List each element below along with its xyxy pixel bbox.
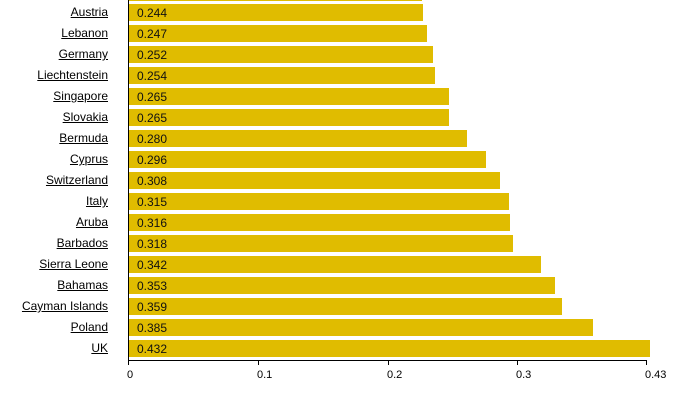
bar-value-label: 0.296 (137, 153, 168, 167)
bar: 0.280 (129, 130, 467, 147)
category-link[interactable]: Switzerland (45, 173, 108, 187)
bar: 0.432 (129, 340, 650, 357)
bar-value-label: 0.318 (137, 237, 168, 251)
category-link[interactable]: Germany (58, 47, 108, 61)
bar-value-label: 0.265 (137, 90, 168, 104)
category-link[interactable]: Cayman Islands (21, 299, 108, 313)
category-link[interactable]: Austria (70, 5, 108, 19)
bar: 0.254 (129, 67, 435, 84)
bar: 0.315 (129, 193, 509, 210)
category-link[interactable]: Sierra Leone (39, 257, 108, 271)
x-tick-label: 0 (127, 369, 134, 381)
x-tick-label: 0.43 (645, 369, 667, 381)
bar-value-label: 0.315 (137, 195, 168, 209)
bar-value-label: 0.308 (137, 174, 168, 188)
bar: 0.252 (129, 46, 433, 63)
x-tick (517, 360, 518, 365)
x-tick-label: 0.1 (257, 369, 273, 381)
bar: 0.244 (129, 4, 423, 21)
x-tick (646, 360, 647, 365)
category-link[interactable]: Poland (70, 320, 108, 334)
category-link[interactable]: Italy (85, 194, 108, 208)
bar: 0.342 (129, 256, 541, 273)
category-link[interactable]: UK (91, 341, 108, 355)
category-link[interactable]: Singapore (53, 89, 108, 103)
x-tick (128, 360, 129, 365)
bar: 0.359 (129, 298, 562, 315)
bar-value-label: 0.254 (137, 69, 168, 83)
x-axis-line (128, 360, 647, 361)
category-link[interactable]: Lebanon (61, 26, 108, 40)
bar-value-label: 0.432 (137, 342, 168, 356)
bar-value-label: 0.359 (137, 300, 168, 314)
y-axis-line (128, 0, 129, 361)
category-link[interactable]: Bahamas (57, 278, 108, 292)
bar-value-label: 0.280 (137, 132, 168, 146)
bar-value-label: 0.385 (137, 321, 168, 335)
partial-bar (129, 0, 422, 1)
bar: 0.318 (129, 235, 513, 252)
bar-value-label: 0.342 (137, 258, 168, 272)
bar: 0.265 (129, 88, 449, 105)
bar-value-label: 0.252 (137, 48, 168, 62)
bar: 0.308 (129, 172, 500, 189)
bar-value-label: 0.247 (137, 27, 168, 41)
x-tick-label: 0.2 (387, 369, 403, 381)
category-link[interactable]: Slovakia (62, 110, 108, 124)
x-tick-label: 0.3 (516, 369, 532, 381)
category-link[interactable]: Bermuda (59, 131, 108, 145)
category-link[interactable]: Liechtenstein (37, 68, 108, 82)
bar: 0.296 (129, 151, 486, 168)
bar: 0.265 (129, 109, 449, 126)
bar: 0.247 (129, 25, 427, 42)
bar: 0.385 (129, 319, 593, 336)
bar-value-label: 0.353 (137, 279, 168, 293)
bar-value-label: 0.265 (137, 111, 168, 125)
category-link[interactable]: Cyprus (69, 152, 108, 166)
bar: 0.353 (129, 277, 555, 294)
category-link[interactable]: Barbados (56, 236, 108, 250)
bar-value-label: 0.244 (137, 6, 168, 20)
x-tick (258, 360, 259, 365)
category-link[interactable]: Aruba (75, 215, 108, 229)
x-tick (388, 360, 389, 365)
bar: 0.316 (129, 214, 510, 231)
bar-value-label: 0.316 (137, 216, 168, 230)
